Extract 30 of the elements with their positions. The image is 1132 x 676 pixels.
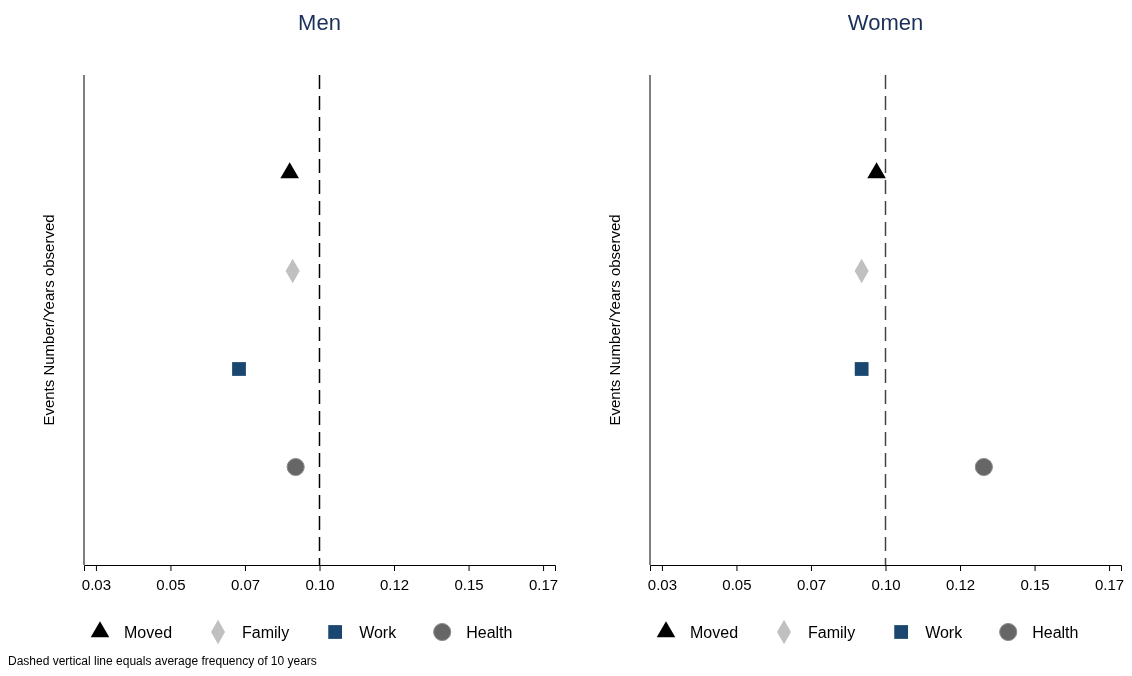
x-tick-label: 0.17 xyxy=(1094,575,1125,593)
point xyxy=(232,362,246,376)
legend-label: Family xyxy=(242,624,290,641)
x-tick-label: 0.15 xyxy=(1020,575,1050,593)
x-tick-label: 0.10 xyxy=(305,575,335,593)
x-tick-label: 0.07 xyxy=(230,575,261,593)
chart-title: Women xyxy=(847,10,924,35)
point xyxy=(286,457,305,477)
x-tick-label: 0.03 xyxy=(647,575,678,593)
x-tick-label: 0.12 xyxy=(945,575,976,593)
x-tick-label: 0.15 xyxy=(454,575,484,593)
x-tick-label: 0.12 xyxy=(379,575,410,593)
x-tick-label: 0.05 xyxy=(156,575,186,593)
chart-title: Men xyxy=(298,10,341,35)
x-tick-label: 0.07 xyxy=(796,575,827,593)
legend-label: Moved xyxy=(690,624,739,641)
legend-label: Work xyxy=(359,624,398,641)
x-tick-label: 0.03 xyxy=(81,575,112,593)
legend-label: Work xyxy=(925,624,964,641)
x-tick-label: 0.17 xyxy=(528,575,559,593)
text: Dashed vertical line equals average frequency of 10 years xyxy=(8,654,317,668)
legend-label: Health xyxy=(466,624,513,641)
point xyxy=(280,162,299,179)
legend-label: Health xyxy=(1032,624,1079,641)
x-tick-label: 0.10 xyxy=(871,575,901,593)
y-axis-title: Events Number/Years observed xyxy=(606,214,623,426)
legend-label: Family xyxy=(808,624,856,641)
x-tick-label: 0.05 xyxy=(722,575,752,593)
legend-label: Moved xyxy=(124,624,173,641)
y-axis-title: Events Number/Years observed xyxy=(40,214,57,426)
